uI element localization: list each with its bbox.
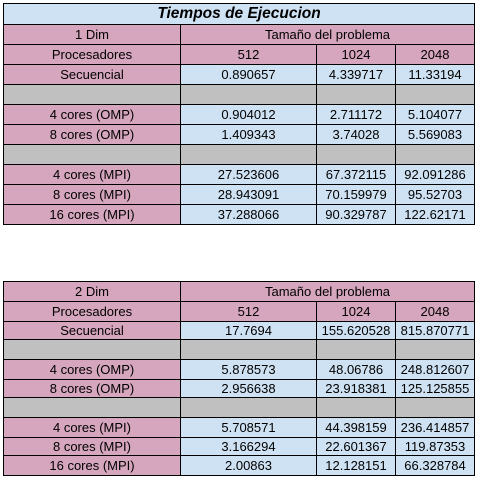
value-cell: 11.33194 xyxy=(395,64,475,85)
dim-label: 2 Dim xyxy=(3,281,181,302)
processors-label: Procesadores xyxy=(3,301,181,322)
problem-size-header: Tamaño del problema xyxy=(179,281,476,302)
table-row: Secuencial 0.890657 4.339717 11.33194 xyxy=(3,64,475,85)
row-label: 4 cores (MPI) xyxy=(3,417,181,438)
value-cell: 2.956638 xyxy=(180,379,317,398)
row-label: 4 cores (MPI) xyxy=(3,164,181,185)
row-label: Secuencial xyxy=(3,64,181,85)
value-cell: 22.601367 xyxy=(316,437,396,456)
value-cell: 12.128151 xyxy=(316,455,396,476)
value-cell: 3.166294 xyxy=(180,437,317,456)
value-cell: 37.288066 xyxy=(180,204,317,225)
separator-row xyxy=(3,339,476,360)
value-cell: 92.091286 xyxy=(395,164,475,185)
value-cell: 248.812607 xyxy=(394,359,476,380)
value-cell: 5.878573 xyxy=(180,359,317,380)
row-label: 8 cores (OMP) xyxy=(3,124,181,145)
value-cell: 155.620528 xyxy=(316,321,396,340)
sheet-title: Tiempos de Ejecucion xyxy=(3,3,475,25)
table-row: Secuencial 17.7694 155.620528 815.870771 xyxy=(3,321,476,340)
size-header: 512 xyxy=(180,301,317,322)
value-cell: 95.52703 xyxy=(395,184,475,205)
value-cell: 44.398159 xyxy=(316,417,396,438)
table-row: 16 cores (MPI) 2.00863 12.128151 66.3287… xyxy=(3,455,476,476)
problem-size-header: Tamaño del problema xyxy=(180,24,475,45)
separator-row xyxy=(3,84,475,105)
value-cell: 2.00863 xyxy=(180,455,317,476)
row-label: 16 cores (MPI) xyxy=(3,455,181,476)
value-cell: 17.7694 xyxy=(180,321,317,340)
value-cell: 48.06786 xyxy=(316,359,396,380)
row-label: 16 cores (MPI) xyxy=(3,204,181,225)
row-label: 8 cores (OMP) xyxy=(3,379,181,398)
table-row: 4 cores (MPI) 5.708571 44.398159 236.414… xyxy=(3,417,476,438)
timing-table-2dim: 2 Dim Tamaño del problema Procesadores 5… xyxy=(3,281,476,476)
value-cell: 815.870771 xyxy=(394,321,476,340)
timing-table-1dim: Tiempos de Ejecucion 1 Dim Tamaño del pr… xyxy=(3,3,475,225)
value-cell: 122.62171 xyxy=(395,204,475,225)
value-cell: 119.87353 xyxy=(394,437,476,456)
value-cell: 28.943091 xyxy=(180,184,317,205)
value-cell: 5.708571 xyxy=(180,417,317,438)
size-header: 512 xyxy=(180,44,317,65)
table-row: 8 cores (OMP) 1.409343 3.74028 5.569083 xyxy=(3,124,475,145)
table-row: 4 cores (OMP) 5.878573 48.06786 248.8126… xyxy=(3,359,476,380)
separator-row xyxy=(3,397,476,418)
value-cell: 70.159979 xyxy=(316,184,396,205)
value-cell: 5.569083 xyxy=(395,124,475,145)
value-cell: 1.409343 xyxy=(180,124,317,145)
dim-label: 1 Dim xyxy=(3,24,181,45)
row-label: 4 cores (OMP) xyxy=(3,104,181,125)
value-cell: 67.372115 xyxy=(316,164,396,185)
separator-row xyxy=(3,144,475,165)
processors-label: Procesadores xyxy=(3,44,181,65)
row-label: 8 cores (MPI) xyxy=(3,184,181,205)
value-cell: 4.339717 xyxy=(316,64,396,85)
row-label: 8 cores (MPI) xyxy=(3,437,181,456)
value-cell: 27.523606 xyxy=(180,164,317,185)
size-header: 2048 xyxy=(395,44,475,65)
table-row: 16 cores (MPI) 37.288066 90.329787 122.6… xyxy=(3,204,475,225)
table-row: 4 cores (OMP) 0.904012 2.711172 5.104077 xyxy=(3,104,475,125)
size-header: 2048 xyxy=(394,301,476,322)
value-cell: 0.904012 xyxy=(180,104,317,125)
value-cell: 0.890657 xyxy=(180,64,317,85)
table-row: 8 cores (MPI) 28.943091 70.159979 95.527… xyxy=(3,184,475,205)
value-cell: 236.414857 xyxy=(394,417,476,438)
table-row: 4 cores (MPI) 27.523606 67.372115 92.091… xyxy=(3,164,475,185)
table-row: 8 cores (MPI) 3.166294 22.601367 119.873… xyxy=(3,437,476,456)
table-row: 8 cores (OMP) 2.956638 23.918381 125.125… xyxy=(3,379,476,398)
value-cell: 5.104077 xyxy=(395,104,475,125)
value-cell: 66.328784 xyxy=(394,455,476,476)
value-cell: 3.74028 xyxy=(316,124,396,145)
value-cell: 90.329787 xyxy=(316,204,396,225)
value-cell: 23.918381 xyxy=(316,379,396,398)
size-header: 1024 xyxy=(316,301,396,322)
value-cell: 125.125855 xyxy=(394,379,476,398)
row-label: Secuencial xyxy=(3,321,181,340)
size-header: 1024 xyxy=(316,44,396,65)
value-cell: 2.711172 xyxy=(316,104,396,125)
row-label: 4 cores (OMP) xyxy=(3,359,181,380)
